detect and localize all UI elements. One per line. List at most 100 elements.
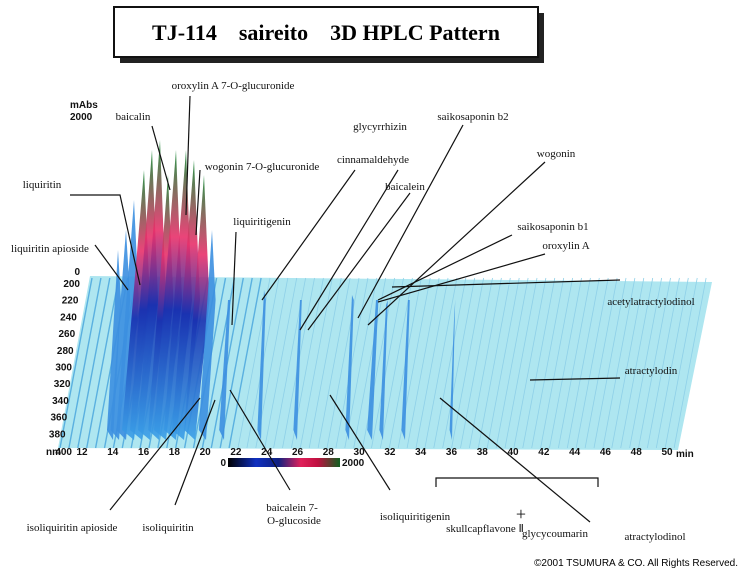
compound-label: oroxylin A 7-O-glucuronide: [172, 80, 295, 92]
peak: [293, 300, 302, 440]
time-tick-label: 18: [169, 447, 181, 458]
compound-label: skullcapflavone Ⅱ: [446, 523, 524, 535]
color-scale-min: 0: [220, 458, 226, 469]
ridge: [326, 277, 360, 449]
ridge: [228, 277, 262, 449]
compound-label: saikosaponin b2: [437, 111, 508, 123]
leader-line: [185, 95, 191, 216]
leader-line: [70, 194, 141, 286]
peak: [130, 150, 158, 440]
ridge: [353, 277, 387, 449]
title-box: [113, 6, 539, 58]
ridge: [558, 277, 591, 449]
intensity-max: 2000: [70, 112, 93, 123]
ridge: [77, 277, 111, 449]
compound-label: +: [516, 504, 526, 524]
peak: [148, 175, 174, 440]
peak: [107, 250, 121, 440]
time-tick-label: 30: [354, 447, 366, 458]
ridge: [504, 277, 538, 449]
compound-label: atractylodinol: [624, 531, 685, 543]
ridge: [335, 277, 369, 449]
compound-label: wogonin 7-O-glucuronide: [205, 161, 320, 173]
compound-label: O-glucoside: [267, 515, 321, 527]
peak: [257, 290, 266, 440]
peak: [154, 150, 182, 440]
compound-label: acetylatractylodinol: [607, 296, 694, 308]
leader-line: [377, 253, 546, 303]
ridge: [451, 277, 484, 449]
ridge: [317, 277, 351, 449]
ridge: [611, 277, 645, 449]
leader-line: [367, 161, 546, 326]
peak: [138, 140, 166, 440]
ridge: [469, 277, 502, 449]
ridge: [638, 277, 671, 449]
time-tick-label: 14: [107, 447, 119, 458]
time-tick-label: 32: [384, 447, 396, 458]
leader-line: [151, 125, 171, 191]
copyright: ©2001 TSUMURA & CO. All Rights Reserved.: [534, 558, 738, 569]
leader-line: [109, 397, 201, 511]
leader-line: [261, 169, 356, 301]
ridge: [415, 277, 449, 449]
ridge: [442, 277, 476, 449]
ridge: [86, 277, 120, 449]
leader-line: [377, 234, 513, 301]
peak: [401, 300, 410, 440]
ridge: [522, 277, 556, 449]
compound-label: isoliquiritigenin: [380, 511, 451, 523]
time-tick-label: 42: [538, 447, 550, 458]
peak: [122, 170, 150, 440]
leader-line: [329, 394, 391, 491]
ridge: [477, 277, 511, 449]
wavelength-tick-label: 200: [63, 279, 80, 290]
time-unit: min: [676, 449, 694, 460]
leader-line: [299, 169, 399, 331]
compound-label: liquiritin: [23, 179, 62, 191]
ridge: [602, 277, 636, 449]
peak: [219, 300, 231, 440]
wavelength-tick-label: 400: [55, 447, 72, 458]
compound-label: liquiritigenin: [233, 216, 291, 228]
compound-label: isoliquiritin apioside: [27, 522, 118, 534]
wavelength-tick-label: 380: [49, 429, 66, 440]
ridge: [575, 277, 609, 449]
axis-ticks: 200 220 240 260 280 300 320 340 360 380 400 12 14 16 1…: [49, 279, 673, 458]
peaks: [107, 140, 456, 440]
ridge: [540, 277, 573, 449]
time-tick-label: 40: [507, 447, 519, 458]
peak: [449, 300, 456, 440]
compound-label: baicalein 7-: [266, 502, 318, 514]
ridge: [566, 277, 600, 449]
time-tick-label: 20: [200, 447, 212, 458]
time-tick-label: 50: [661, 447, 673, 458]
peak: [184, 175, 210, 440]
wavelength-tick-label: 260: [59, 329, 76, 340]
leader-line: [231, 231, 237, 326]
leader-line: [529, 377, 621, 381]
compound-label: glycycoumarin: [522, 528, 588, 540]
compound-label: liquiritin apioside: [11, 243, 89, 255]
time-tick-label: 28: [323, 447, 335, 458]
time-tick-label: 12: [76, 447, 88, 458]
title: TJ-114 saireito 3D HPLC Pattern: [152, 20, 500, 45]
time-tick-label: 48: [631, 447, 643, 458]
ridge: [549, 277, 582, 449]
ridge: [673, 277, 707, 449]
time-tick-label: 38: [477, 447, 489, 458]
wavelength-tick-label: 320: [54, 379, 71, 390]
compound-labels: baicalin oroxylin A 7-O-glucuronide wogoni…: [11, 80, 695, 543]
ridge: [655, 277, 689, 449]
ridge: [264, 277, 298, 449]
leader-line: [94, 244, 129, 291]
wavelength-unit: nm: [46, 447, 61, 458]
peak: [198, 230, 216, 440]
compound-label: glycyrrhizin: [353, 121, 407, 133]
color-scale-max: 2000: [342, 458, 365, 469]
time-tick-label: 26: [292, 447, 304, 458]
ridge: [629, 277, 662, 449]
leader-line: [195, 169, 201, 236]
ridge: [593, 277, 627, 449]
wavelength-tick-label: 280: [57, 346, 74, 357]
